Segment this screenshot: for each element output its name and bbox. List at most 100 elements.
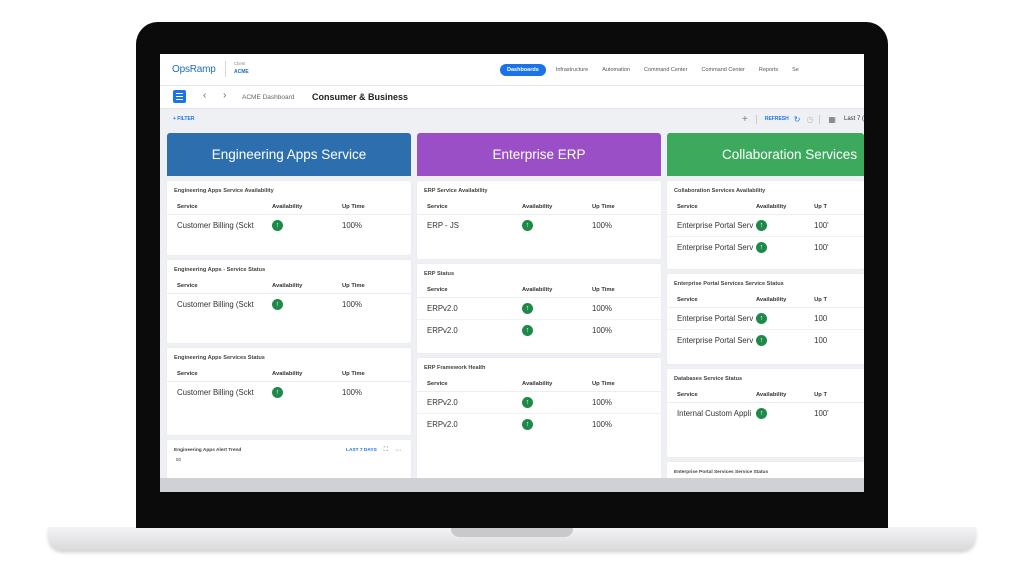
widget-title: Collaboration Services Availability [674, 188, 766, 194]
header-uptime: Up T [814, 297, 828, 303]
breadcrumb-parent[interactable]: ACME Dashboard [242, 94, 295, 101]
nav-infrastructure[interactable]: Infrastructure [555, 66, 589, 73]
time-range[interactable]: Last 7 ( [843, 116, 864, 122]
hamburger-icon[interactable] [173, 90, 186, 103]
header-service: Service [177, 283, 198, 289]
refresh-icon[interactable]: ↻ [793, 114, 801, 124]
up-arrow-icon: ↑ [755, 220, 767, 231]
refresh-button[interactable]: REFRESH [764, 116, 789, 122]
widget-erp-framework-health: ERP Framework Health Service Availabilit… [417, 358, 661, 482]
widget-portal-status: Enterprise Portal Services Service Statu… [667, 274, 864, 364]
availability-cell: ↑ [522, 220, 592, 231]
divider [755, 114, 757, 124]
table-row[interactable]: ERPv2.0 ↑ 100% [417, 320, 661, 341]
widget-title: ERP Status [424, 271, 455, 277]
availability-cell: ↑ [522, 303, 592, 314]
table-header: Service Availability Up Time [167, 200, 411, 215]
header-availability: Availability [755, 392, 787, 398]
header-uptime: Up Time [592, 287, 615, 293]
up-arrow-icon: ↑ [522, 325, 533, 336]
table-row[interactable]: Enterprise Portal Serv ↑ 100' [667, 215, 864, 237]
table-row[interactable]: ERPv2.0 ↑ 100% [417, 414, 661, 435]
table-row[interactable]: Customer Billing (Sckt ↑ 100% [167, 294, 411, 315]
page-title: Consumer & Business [312, 92, 409, 102]
nav-command-center-2[interactable]: Command Center [701, 66, 745, 73]
chevron-left-icon[interactable]: ‹ [203, 90, 207, 101]
up-arrow-icon: ↑ [522, 419, 533, 430]
expand-icon[interactable]: ⛶ [383, 447, 388, 453]
up-arrow-icon: ↑ [522, 303, 533, 314]
add-icon[interactable]: + [741, 113, 748, 125]
table-row[interactable]: ERPv2.0 ↑ 100% [417, 392, 661, 414]
header-availability: Availability [272, 204, 303, 210]
nav-dashboards[interactable]: Dashboards [500, 63, 546, 76]
table-row[interactable]: ERPv2.0 ↑ 100% [417, 298, 661, 320]
up-arrow-icon: ↑ [755, 242, 767, 253]
clock-icon[interactable]: ◷ [806, 114, 814, 124]
more-icon[interactable]: ⋯ [395, 448, 401, 454]
table-header: Service Availability Up Time [167, 367, 411, 382]
uptime-value: 100' [814, 243, 829, 252]
uptime-value: 100 [814, 336, 828, 345]
uptime-value: 100% [342, 221, 362, 230]
column-header: Engineering Apps Service [167, 133, 411, 176]
nav-reports[interactable]: Reports [758, 66, 779, 73]
widget-collab-availability: Collaboration Services Availability Serv… [667, 181, 864, 269]
widget-databases-status: Databases Service Status Service Availab… [667, 369, 864, 457]
header-service: Service [177, 204, 198, 210]
availability-cell: ↑ [272, 220, 342, 231]
column-header: Enterprise ERP [417, 133, 661, 176]
availability-cell: ↑ [755, 242, 814, 253]
uptime-value: 100% [592, 326, 612, 335]
service-name: Customer Billing (Sckt [177, 300, 254, 309]
header-uptime: Up Time [342, 371, 365, 377]
table-row[interactable]: Enterprise Portal Serv ↑ 100 [667, 308, 864, 330]
availability-cell: ↑ [755, 335, 814, 346]
column-engineering-apps: Engineering Apps Service Engineering App… [167, 133, 411, 480]
calendar-icon[interactable]: ▦ [828, 114, 836, 124]
service-name: Enterprise Portal Serv [677, 336, 754, 345]
service-name: Customer Billing (Sckt [177, 221, 254, 230]
y-axis-label: 50 [176, 457, 182, 462]
filter-row: + FILTER + REFRESH ↻ ◷ ▦ Last 7 ( [160, 109, 864, 129]
nav-automation[interactable]: Automation [602, 66, 631, 73]
service-name: ERPv2.0 [427, 420, 458, 429]
table-row[interactable]: Enterprise Portal Serv ↑ 100' [667, 237, 864, 258]
client-name[interactable]: ACME [234, 69, 249, 75]
divider [819, 114, 821, 124]
header-service: Service [677, 204, 698, 210]
widget-title: Engineering Apps - Service Status [174, 267, 266, 273]
screen: OpsRamp Client ACME Dashboards Infrastru… [160, 54, 864, 492]
chevron-right-icon[interactable]: › [223, 90, 227, 101]
nav-settings[interactable]: Se [792, 66, 799, 73]
table-header: Service Availability Up Time [417, 283, 661, 298]
table-row[interactable]: Enterprise Portal Serv ↑ 100 [667, 330, 864, 351]
service-name: Internal Custom Appli [677, 409, 752, 418]
filter-button[interactable]: + FILTER [173, 116, 195, 122]
nav-command-center[interactable]: Command Center [644, 66, 688, 73]
uptime-value: 100' [814, 221, 829, 230]
widget-title: Databases Service Status [674, 376, 743, 382]
laptop-notch [451, 527, 573, 537]
table-row[interactable]: Internal Custom Appli ↑ 100' [667, 403, 864, 424]
table-row[interactable]: ERP - JS ↑ 100% [417, 215, 661, 236]
table-row[interactable]: Customer Billing (Sckt ↑ 100% [167, 382, 411, 403]
column-enterprise-erp: Enterprise ERP ERP Service Availability … [417, 133, 661, 482]
service-name: Enterprise Portal Serv [677, 314, 754, 323]
uptime-value: 100% [592, 221, 612, 230]
availability-cell: ↑ [522, 397, 592, 408]
header-uptime: Up T [814, 204, 828, 210]
opsramp-logo[interactable]: OpsRamp [172, 64, 216, 75]
screen-bottom-bar [160, 478, 864, 492]
header-uptime: Up T [814, 392, 828, 398]
time-range-button[interactable]: LAST 7 DAYS [346, 448, 377, 453]
widget-erp-status: ERP Status Service Availability Up Time … [417, 264, 661, 353]
table-row[interactable]: Customer Billing (Sckt ↑ 100% [167, 215, 411, 236]
availability-cell: ↑ [755, 408, 814, 419]
table-header: Service Availability Up T [667, 293, 864, 308]
up-arrow-icon: ↑ [522, 220, 533, 231]
uptime-value: 100% [592, 420, 612, 429]
availability-cell: ↑ [522, 325, 592, 336]
header-availability: Availability [755, 297, 787, 303]
widget-service-status: Engineering Apps - Service Status Servic… [167, 260, 411, 343]
